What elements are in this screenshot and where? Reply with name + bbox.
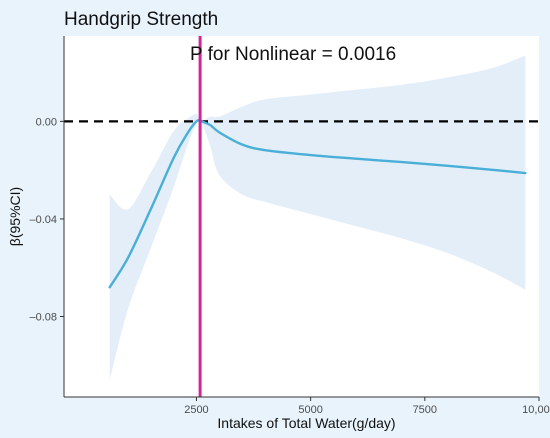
x-tick-label: 5000 bbox=[298, 404, 322, 416]
p-nonlinear-annotation: P for Nonlinear = 0.0016 bbox=[190, 44, 396, 65]
y-ticks: 0.00 –0.04 –0.08 bbox=[29, 116, 64, 324]
series-line bbox=[108, 119, 527, 289]
x-ticks: 2500 5000 7500 10,000 bbox=[184, 397, 550, 416]
x-tick-label: 10,000 bbox=[522, 404, 550, 416]
chart-title: Handgrip Strength bbox=[64, 9, 218, 30]
y-axis-title: β(95%CI) bbox=[7, 187, 23, 246]
x-tick-label: 2500 bbox=[184, 404, 208, 416]
x-axis-title: Intakes of Total Water(g/day) bbox=[217, 415, 395, 431]
y-tick-label: –0.04 bbox=[29, 214, 57, 226]
confidence-band bbox=[109, 55, 526, 380]
x-tick-label: 7500 bbox=[413, 404, 437, 416]
y-tick-label: 0.00 bbox=[36, 116, 57, 128]
y-tick-label: –0.08 bbox=[29, 312, 57, 324]
